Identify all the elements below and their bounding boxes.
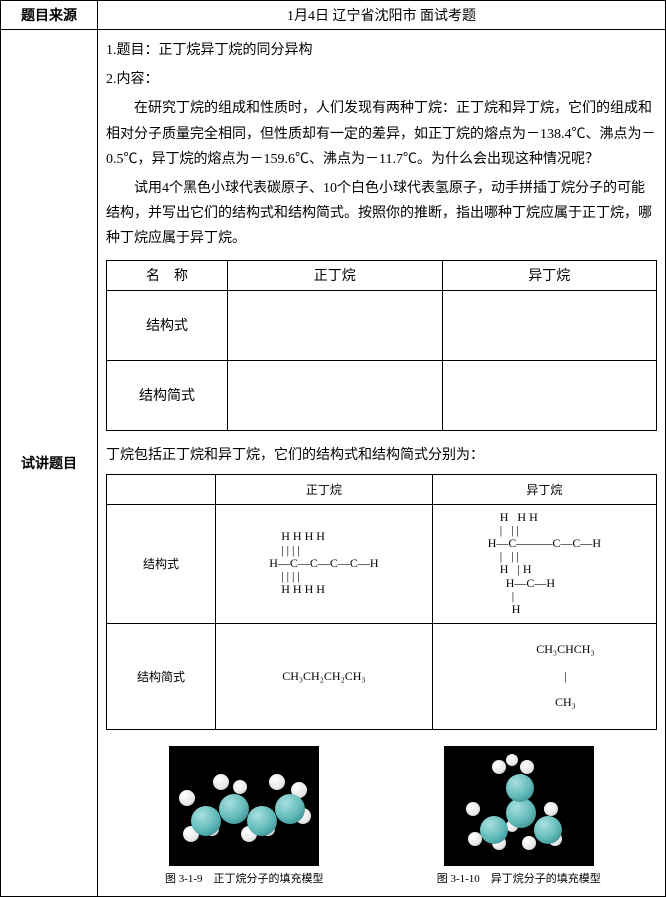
fig2-cell: 图 3-1-10 异丁烷分子的填充模型 [383, 742, 656, 890]
source-label: 题目来源 [21, 9, 77, 24]
carbon-atom [219, 794, 249, 824]
source-value: 1月4日 辽宁省沈阳市 面试考题 [287, 9, 476, 24]
hydrogen-atom [269, 774, 285, 790]
n-simple-cell: CH₃CH₂CH₂CH₃ [216, 624, 433, 730]
carbon-atom [506, 798, 536, 828]
hydrogen-atom [213, 774, 229, 790]
source-label-cell: 题目来源 [1, 1, 98, 30]
iso-simple-cell: CH₃CHCH₃ | CH₃ [432, 624, 656, 730]
carbon-atom [506, 774, 534, 802]
row-simple: 结构简式 [107, 360, 228, 430]
ans-row-struct: 结构式 [107, 504, 216, 623]
ans-n-label: 正丁烷 [216, 474, 433, 504]
hydrogen-atom [466, 802, 480, 816]
hydrogen-atom [544, 802, 558, 816]
teaching-label: 试讲题目 [21, 457, 77, 472]
iso-struct-cell: H H H | | | H—C———C—C—H | | | H | H H—C—… [432, 504, 656, 623]
col-iso: 异丁烷 [442, 260, 657, 290]
hydrogen-atom [520, 760, 534, 774]
hydrogen-atom [233, 780, 247, 794]
main-layout-table: 题目来源 1月4日 辽宁省沈阳市 面试考题 试讲题目 1.题目：正丁烷异丁烷的同… [0, 0, 666, 897]
iso-butane-model [444, 746, 594, 866]
iso-simple-l2: | [564, 669, 566, 683]
carbon-atom [480, 816, 508, 844]
hydrogen-atom [468, 832, 482, 846]
ans-row-simple: 结构简式 [107, 624, 216, 730]
blank-cell [442, 360, 657, 430]
n-struct-cell: H H H H | | | | H—C—C—C—C—H | | | | H H … [216, 504, 433, 623]
blank-cell [228, 290, 443, 360]
answer-table: 正丁烷 异丁烷 结构式 H H H H | | | | H—C—C—C—C—H … [106, 474, 657, 730]
col-n: 正丁烷 [228, 260, 443, 290]
fig1-cell: 图 3-1-9 正丁烷分子的填充模型 [108, 742, 381, 890]
content-label: 2.内容： [106, 67, 657, 92]
title-line: 1.题目：正丁烷异丁烷的同分异构 [106, 38, 657, 63]
iso-simple-l1: CH₃CHCH₃ [536, 642, 594, 656]
hydrogen-atom [506, 754, 518, 766]
empty-corner [107, 474, 216, 504]
hydrogen-atom [522, 836, 536, 850]
col-name: 名 称 [107, 260, 228, 290]
fig1-caption: 图 3-1-9 正丁烷分子的填充模型 [116, 870, 373, 886]
para2: 试用4个黑色小球代表碳原子、10个白色小球代表氢原子，动手拼插丁烷分子的可能结构… [106, 176, 657, 252]
carbon-atom [534, 816, 562, 844]
fig2-caption: 图 3-1-10 异丁烷分子的填充模型 [391, 870, 648, 886]
model-row: 图 3-1-9 正丁烷分子的填充模型 图 3-1-10 异丁烷分子的填充模型 [106, 740, 657, 892]
blank-cell [442, 290, 657, 360]
n-butane-model [169, 746, 319, 866]
blank-table: 名 称 正丁烷 异丁烷 结构式 结构简式 [106, 260, 657, 431]
blank-cell [228, 360, 443, 430]
answer-intro: 丁烷包括正丁烷和异丁烷，它们的结构式和结构简式分别为： [106, 443, 657, 468]
n-struct-formula: H H H H | | | | H—C—C—C—C—H | | | | H H … [269, 530, 378, 596]
iso-simple-l3: CH₃ [555, 695, 576, 709]
teaching-label-cell: 试讲题目 [1, 30, 98, 897]
row-struct: 结构式 [107, 290, 228, 360]
para1: 在研究丁烷的组成和性质时，人们发现有两种丁烷：正丁烷和异丁烷，它们的组成和相对分… [106, 96, 657, 172]
hydrogen-atom [492, 760, 506, 774]
hydrogen-atom [179, 790, 195, 806]
ans-iso-label: 异丁烷 [432, 474, 656, 504]
content-cell: 1.题目：正丁烷异丁烷的同分异构 2.内容： 在研究丁烷的组成和性质时，人们发现… [98, 30, 666, 897]
iso-struct-formula: H H H | | | H—C———C—C—H | | | H | H H—C—… [488, 511, 601, 617]
source-value-cell: 1月4日 辽宁省沈阳市 面试考题 [98, 1, 666, 30]
